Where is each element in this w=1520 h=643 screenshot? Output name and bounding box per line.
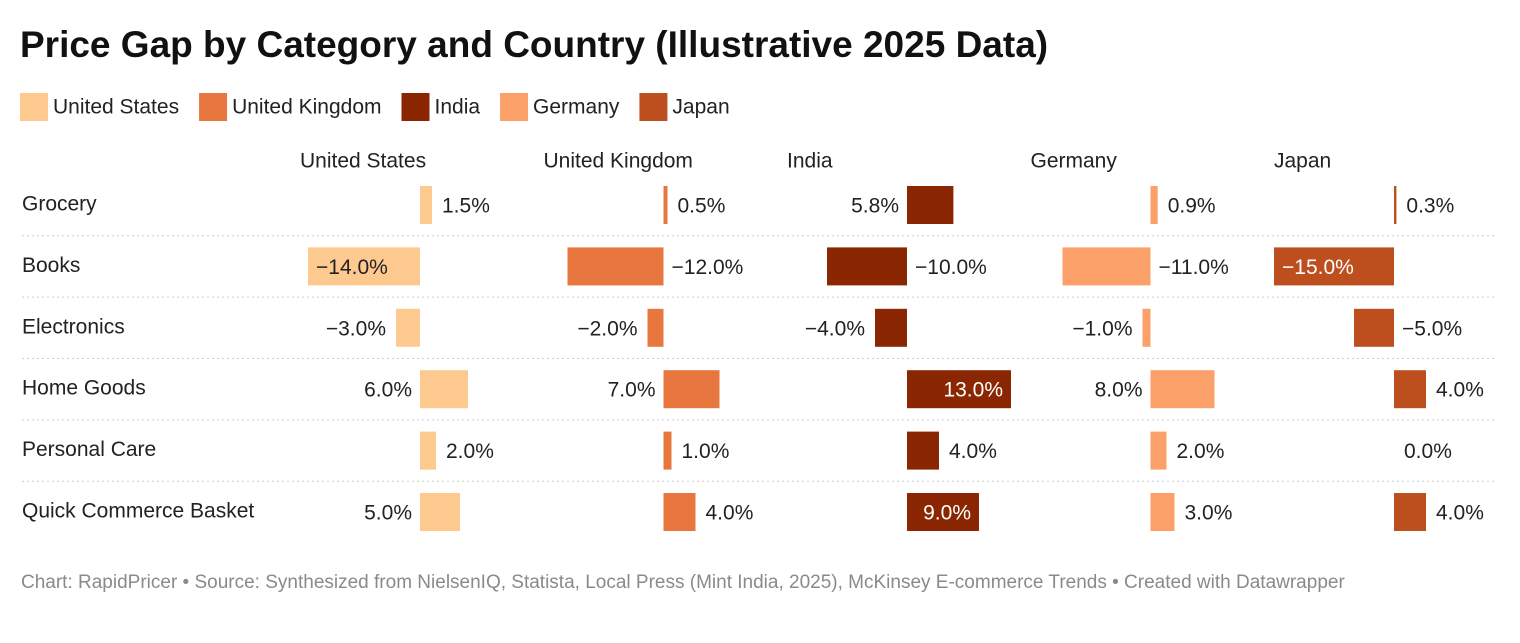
category-label: Home Goods [22,377,146,400]
bar [1394,370,1426,409]
value-label: 3.0% [1185,502,1233,525]
value-label: 13.0% [943,379,1003,402]
bar [1394,186,1397,224]
value-label: 6.0% [364,379,412,402]
legend-swatch [500,93,529,121]
category-label: Electronics [22,315,125,338]
bar [1150,186,1158,224]
bar [308,247,420,286]
bar [1142,308,1151,347]
bar [663,186,668,224]
legend-label: Germany [533,96,620,119]
panel-header: United States [300,150,426,173]
bar [1150,370,1215,409]
footer: Chart: RapidPricer • Source: Synthesized… [21,572,1345,593]
value-label: 9.0% [923,502,971,525]
legend-label: Japan [672,96,729,119]
value-label: 1.5% [442,195,490,218]
value-label: 8.0% [1095,379,1143,402]
value-label: 0.9% [1168,195,1216,218]
value-label: −12.0% [672,256,744,279]
bar [1354,308,1394,347]
bar [567,247,664,286]
value-label: −15.0% [1282,256,1354,279]
bar [420,493,460,531]
bar [420,186,432,224]
category-label: Quick Commerce Basket [22,500,254,523]
value-label: 0.0% [1404,440,1452,463]
value-label: −11.0% [1159,256,1229,279]
value-label: −14.0% [316,256,388,279]
legend-label: India [435,96,481,119]
value-label: −3.0% [326,317,386,340]
legend-swatch [639,93,668,121]
bar [875,308,907,347]
value-label: 4.0% [1436,379,1484,402]
category-label: Personal Care [22,438,156,461]
bar [396,308,420,347]
legend-swatch [20,93,48,121]
category-label: Grocery [22,193,97,216]
value-label: 5.0% [364,502,412,525]
bar [907,370,1011,409]
legend-label: United Kingdom [232,96,381,119]
bar [420,431,436,470]
value-label: −10.0% [915,256,987,279]
bar [907,431,939,470]
value-label: 1.0% [682,440,730,463]
bar [1150,431,1167,470]
bar [827,247,907,286]
bar [1062,247,1151,286]
legend-swatch [401,93,430,121]
bar [663,493,696,531]
legend-swatch [199,93,228,121]
bar [907,186,954,224]
bar [663,431,672,470]
value-label: 0.3% [1406,195,1454,218]
value-label: 7.0% [608,379,656,402]
bar [420,370,468,409]
bar [907,493,979,531]
panel-header: India [787,150,833,173]
bar [647,308,664,347]
value-label: −5.0% [1402,317,1462,340]
value-label: 4.0% [949,440,997,463]
chart: Price Gap by Category and Country (Illus… [20,24,1497,531]
panel-header: United Kingdom [544,150,693,173]
chart-title: Price Gap by Category and Country (Illus… [20,24,1048,65]
value-label: 4.0% [1436,502,1484,525]
legend-label: United States [53,96,179,119]
bar [1394,493,1426,531]
bar [1274,247,1394,286]
value-label: −4.0% [805,317,865,340]
bar [663,370,720,409]
value-label: 4.0% [706,502,754,525]
panel-header: Japan [1274,150,1331,173]
category-label: Books [22,254,80,277]
value-label: 0.5% [678,195,726,218]
value-label: 2.0% [446,440,494,463]
value-label: −1.0% [1072,317,1132,340]
value-label: 2.0% [1177,440,1225,463]
value-label: −2.0% [577,317,637,340]
bar [1150,493,1175,531]
value-label: 5.8% [851,195,899,218]
panel-header: Germany [1031,150,1118,173]
